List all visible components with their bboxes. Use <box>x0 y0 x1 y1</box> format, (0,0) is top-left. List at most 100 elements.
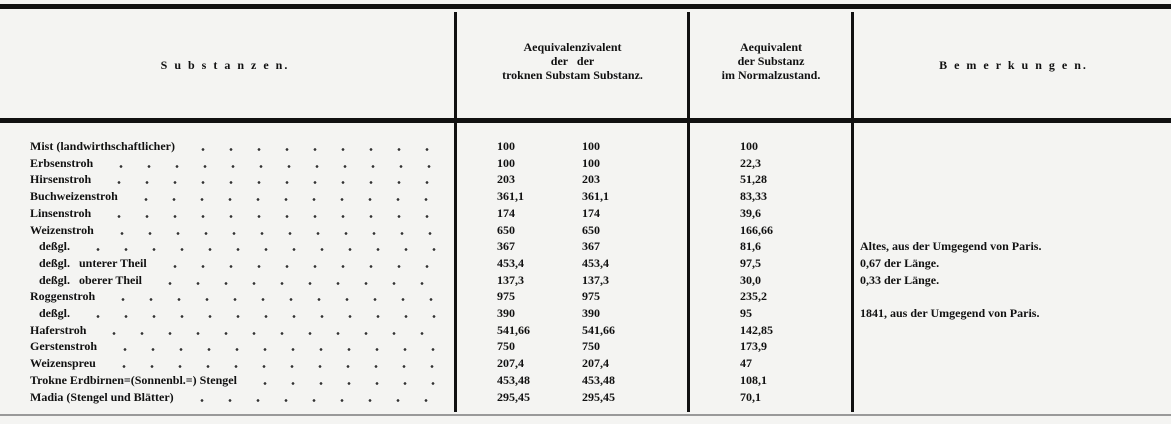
equiv-normal: 235,2 <box>740 289 767 304</box>
equiv-normal: 173,9 <box>740 339 767 354</box>
equiv-normal: 30,0 <box>740 272 761 287</box>
equiv-substance: 137,3 <box>582 272 609 287</box>
substance-cell: Linsenstroh <box>30 206 440 221</box>
equiv-dry: 453,48 <box>497 372 530 387</box>
equiv-normal: 166,66 <box>740 222 773 237</box>
table-row: Linsenstroh 174 174 39,6 <box>0 206 1171 222</box>
equiv-substance: 361,1 <box>582 189 609 204</box>
leader-dots <box>187 398 440 402</box>
substance-name: Haferstroh <box>30 322 87 337</box>
substance-name: Madia (Stengel und Blätter) <box>30 389 174 404</box>
substance-cell: Buchweizenstroh <box>30 189 440 204</box>
header-equiv-normal: Aequivalent der Substanz im Normalzustan… <box>692 40 850 82</box>
substance-name: Linsenstroh <box>30 205 92 220</box>
substance-cell: Madia (Stengel und Blätter) <box>30 390 440 405</box>
leader-dots <box>188 148 440 151</box>
equiv-substance: 453,48 <box>582 372 615 387</box>
substance-name: Gerstenstroh <box>30 339 98 354</box>
equiv-dry: 750 <box>497 339 515 354</box>
column-divider <box>851 12 854 412</box>
table-row: Roggenstroh 975 975 235,2 <box>0 289 1171 305</box>
equiv-dry: 390 <box>497 306 515 320</box>
table-row: deßgl. 390 390 95 1841, aus der Umgegend von… <box>0 306 1171 322</box>
substance-cell: Erbsenstroh <box>30 156 440 171</box>
header-substances: S u b s t a n z e n. <box>160 58 290 72</box>
substance-cell: deßgl. oberer Theil <box>30 273 440 288</box>
leader-dots <box>107 164 440 168</box>
leader-dots <box>109 298 440 302</box>
table-row: Trokne Erdbirnen=(Sonnenbl.=) Stengel 453… <box>0 373 1171 389</box>
equiv-dry: 453,4 <box>497 255 524 270</box>
substance-name: Erbsenstroh <box>30 155 94 170</box>
leader-dots <box>100 331 440 335</box>
equiv-dry: 650 <box>497 222 515 237</box>
substance-cell: Gerstenstroh <box>30 339 440 354</box>
substance-cell: Roggenstroh <box>30 289 440 304</box>
substance-name: Weizenstroh <box>30 222 94 237</box>
remark: 1841, aus der Umgegend von Paris. <box>860 306 1040 320</box>
table-row: Hirsenstroh 203 203 51,28 <box>0 172 1171 188</box>
equiv-normal: 70,1 <box>740 389 761 404</box>
equiv-dry: 361,1 <box>497 189 524 204</box>
leader-dots <box>111 348 440 352</box>
substance-cell: Weizenstroh <box>30 223 440 238</box>
top-rule <box>0 4 1171 9</box>
equiv-dry: 295,45 <box>497 389 530 404</box>
leader-dots <box>84 315 440 318</box>
equiv-substance: 650 <box>582 222 600 237</box>
equiv-substance: 453,4 <box>582 255 609 270</box>
equiv-dry: 207,4 <box>497 356 524 371</box>
substance-name: deßgl. <box>30 306 71 320</box>
leader-dots <box>109 365 440 369</box>
table-row: Weizenstroh 650 650 166,66 <box>0 223 1171 239</box>
equiv-substance: 174 <box>582 205 600 220</box>
remark: 0,33 der Länge. <box>860 272 940 287</box>
leader-dots <box>105 214 440 218</box>
equiv-normal: 83,33 <box>740 189 767 204</box>
table-row: Mist (landwirthschaftlicher) 100 100 100 <box>0 139 1171 155</box>
substance-name: deßgl. oberer Theil <box>30 272 143 287</box>
leader-dots <box>84 248 440 252</box>
substance-cell: Haferstroh <box>30 323 440 338</box>
equiv-dry: 541,66 <box>497 322 530 337</box>
substance-name: Trokne Erdbirnen=(Sonnenbl.=) Stengel <box>30 372 237 387</box>
header-line: Aequivalent <box>739 40 802 54</box>
substance-name: Weizenspreu <box>30 356 96 371</box>
leader-dots <box>131 198 440 202</box>
equiv-substance: 295,45 <box>582 389 615 404</box>
equiv-substance: 100 <box>582 139 600 153</box>
equiv-dry: 174 <box>497 205 515 220</box>
substance-cell: Weizenspreu <box>30 356 440 371</box>
substance-name: Hirsenstroh <box>30 172 92 187</box>
header-line: Aequivalenzivalent <box>523 40 622 54</box>
substance-cell: deßgl. <box>30 239 440 254</box>
substance-name: deßgl. unterer Theil <box>30 255 147 270</box>
table-row: deßgl. 367 367 81,6 Altes, aus der Umgegend … <box>0 239 1171 255</box>
equiv-dry: 975 <box>497 289 515 304</box>
leader-dots <box>107 231 440 235</box>
equiv-normal: 142,85 <box>740 322 773 337</box>
column-divider <box>454 12 457 412</box>
header-bottom-rule <box>0 118 1171 123</box>
equiv-normal: 108,1 <box>740 372 767 387</box>
substance-name: deßgl. <box>30 239 71 254</box>
substance-cell: Mist (landwirthschaftlicher) <box>30 139 440 154</box>
bottom-rule <box>0 414 1171 416</box>
table-row: Erbsenstroh 100 100 22,3 <box>0 156 1171 172</box>
leader-dots <box>160 264 440 268</box>
equiv-dry: 203 <box>497 172 515 187</box>
equiv-dry: 100 <box>497 139 515 153</box>
table-row: Weizenspreu 207,4 207,4 47 <box>0 356 1171 372</box>
equiv-normal: 47 <box>740 356 752 371</box>
header-equiv-dry: Aequivalenzivalent der der troknen Subst… <box>460 40 685 82</box>
table-row: Haferstroh 541,66 541,66 142,85 <box>0 323 1171 339</box>
equiv-normal: 22,3 <box>740 155 761 170</box>
equiv-dry: 137,3 <box>497 272 524 287</box>
equiv-dry: 100 <box>497 155 515 170</box>
remark: 0,67 der Länge. <box>860 255 940 270</box>
equiv-substance: 750 <box>582 339 600 354</box>
header-line: der der <box>550 54 595 68</box>
column-divider <box>687 12 690 412</box>
header-line: troknen Substam Substanz. <box>502 68 643 82</box>
equiv-normal: 97,5 <box>740 255 761 270</box>
